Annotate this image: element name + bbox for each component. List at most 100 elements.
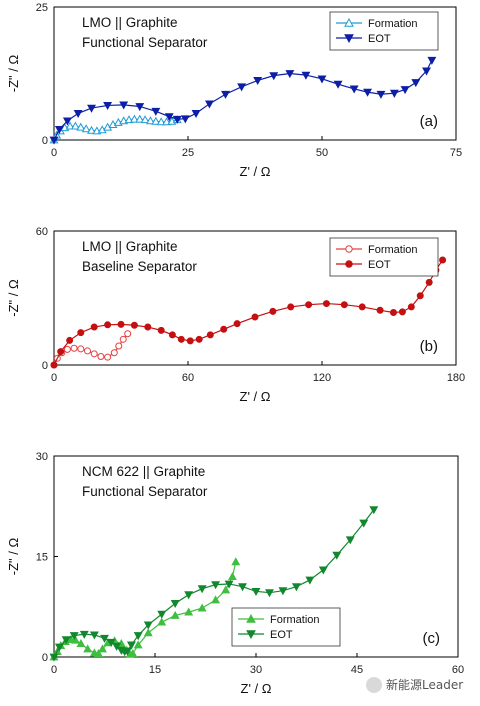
x-axis-label: Z' / Ω [240, 389, 271, 404]
x-axis-label: Z' / Ω [240, 164, 271, 179]
data-point [70, 121, 80, 130]
data-point [195, 335, 203, 343]
data-point [389, 89, 399, 98]
watermark: 新能源Leader [366, 676, 463, 693]
chart-title-line: NCM 622 || Graphite [82, 464, 205, 479]
y-tick-label: 60 [36, 226, 48, 238]
data-point [186, 337, 194, 345]
data-point [184, 607, 194, 616]
data-point [398, 308, 406, 316]
data-point [135, 103, 145, 112]
data-point [251, 313, 259, 321]
data-point [278, 587, 288, 596]
data-point [104, 321, 112, 329]
data-point [220, 325, 228, 333]
data-point [90, 323, 98, 331]
data-point [233, 320, 241, 328]
data-point [65, 121, 75, 130]
data-point [197, 603, 207, 612]
data-point [184, 591, 194, 600]
data-point [157, 326, 165, 334]
data-point [411, 79, 421, 88]
data-point [146, 116, 155, 125]
data-point [322, 300, 330, 308]
data-point [77, 345, 85, 353]
data-point [112, 642, 122, 651]
x-tick-label: 0 [51, 372, 57, 384]
data-point [84, 347, 91, 355]
data-point [177, 335, 185, 343]
chart-title-line: LMO || Graphite [82, 239, 178, 254]
x-tick-label: 120 [313, 372, 331, 384]
series-eot [49, 56, 437, 145]
data-point [130, 321, 138, 329]
data-point [157, 617, 167, 626]
legend-label: Formation [368, 18, 418, 30]
data-point [206, 331, 214, 339]
data-point [237, 83, 247, 92]
x-tick-label: 30 [250, 664, 262, 676]
legend-marker [246, 613, 256, 623]
data-point [359, 519, 369, 528]
x-tick-label: 0 [51, 147, 57, 159]
data-point [122, 647, 132, 656]
data-point [301, 71, 311, 80]
data-point [287, 303, 295, 311]
data-point [133, 632, 143, 641]
data-point [119, 101, 129, 110]
data-point [66, 336, 74, 344]
legend-marker [345, 260, 353, 268]
data-point [317, 75, 327, 84]
data-point [81, 124, 91, 133]
data-point [265, 589, 274, 598]
data-point [79, 630, 89, 639]
data-point [54, 125, 64, 134]
legend-marker [345, 245, 353, 253]
y-axis-label: -Z" / Ω [6, 538, 21, 576]
data-point [318, 566, 328, 575]
y-tick-label: 0 [42, 360, 48, 372]
data-point [144, 323, 152, 331]
data-point [133, 640, 143, 649]
data-point [191, 110, 201, 119]
data-point [376, 90, 386, 99]
data-point [332, 551, 342, 560]
data-point [305, 576, 315, 585]
data-point [54, 643, 64, 652]
legend-label: EOT [368, 33, 391, 45]
data-point [62, 117, 72, 126]
data-point [168, 331, 176, 339]
data-point [400, 86, 410, 95]
x-axis-label: Z' / Ω [241, 681, 272, 696]
y-tick-label: 25 [36, 2, 48, 14]
data-point [103, 102, 113, 111]
chart-title-line: Baseline Separator [82, 259, 197, 274]
data-point [345, 536, 355, 545]
y-tick-label: 0 [42, 135, 48, 147]
x-tick-label: 45 [351, 664, 363, 676]
x-tick-label: 25 [182, 147, 194, 159]
x-tick-label: 75 [450, 147, 462, 159]
data-point [87, 104, 96, 113]
data-point [104, 353, 112, 361]
panel-label: (c) [423, 630, 441, 647]
data-point [66, 634, 76, 643]
data-point [231, 557, 241, 566]
data-point [69, 632, 79, 641]
data-point [70, 344, 78, 352]
data-point [369, 506, 379, 515]
legend: Formation EOT [329, 11, 439, 51]
data-point [106, 638, 116, 647]
data-point [333, 80, 343, 89]
data-point [416, 292, 424, 300]
data-point [363, 88, 373, 97]
data-point [50, 361, 58, 369]
watermark-text: 新能源Leader [386, 678, 464, 692]
data-point [76, 122, 86, 131]
data-point [439, 256, 447, 264]
y-tick-label: 0 [42, 652, 48, 664]
wechat-icon [366, 676, 382, 693]
panel-label: (a) [420, 113, 438, 130]
data-point [63, 345, 71, 353]
